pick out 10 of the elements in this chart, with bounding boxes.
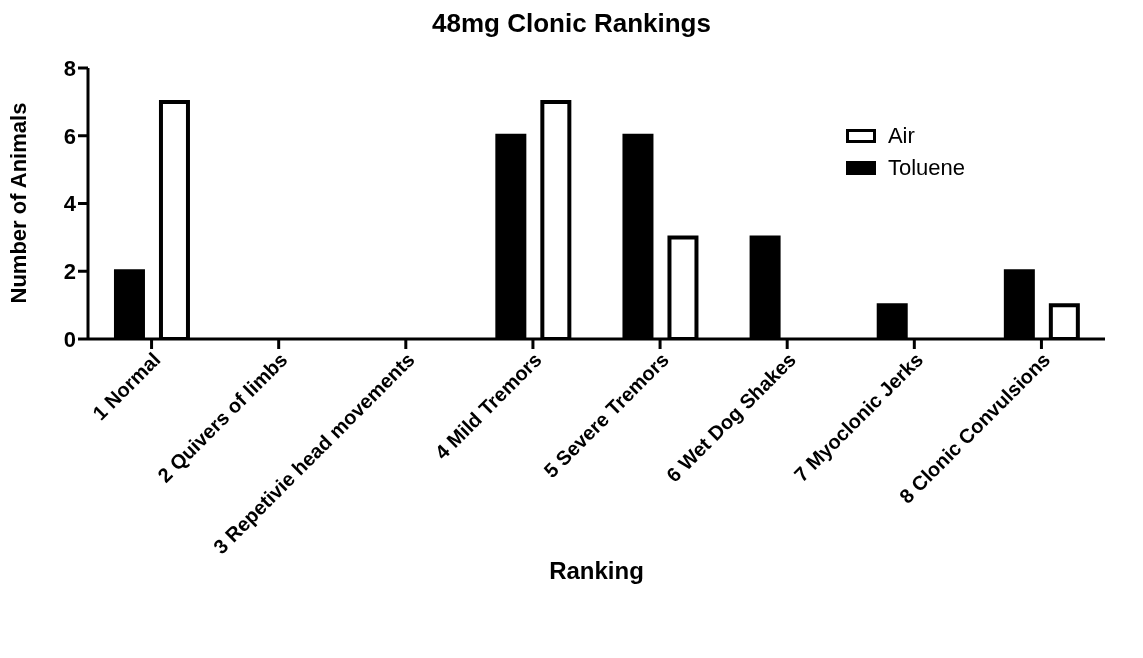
- y-tick-label: 2: [63, 259, 76, 285]
- y-tick-label: 0: [63, 326, 76, 352]
- y-tick-label: 8: [63, 55, 76, 81]
- chart-title: 48mg Clonic Rankings: [431, 8, 712, 40]
- x-axis-title: Ranking: [549, 557, 644, 584]
- y-tick-label: 4: [63, 191, 77, 217]
- legend-label: Air: [887, 123, 915, 149]
- y-axis-title: Number of Animals: [5, 102, 31, 304]
- legend-label: Toluene: [887, 155, 965, 181]
- y-tick-label: 6: [63, 123, 76, 149]
